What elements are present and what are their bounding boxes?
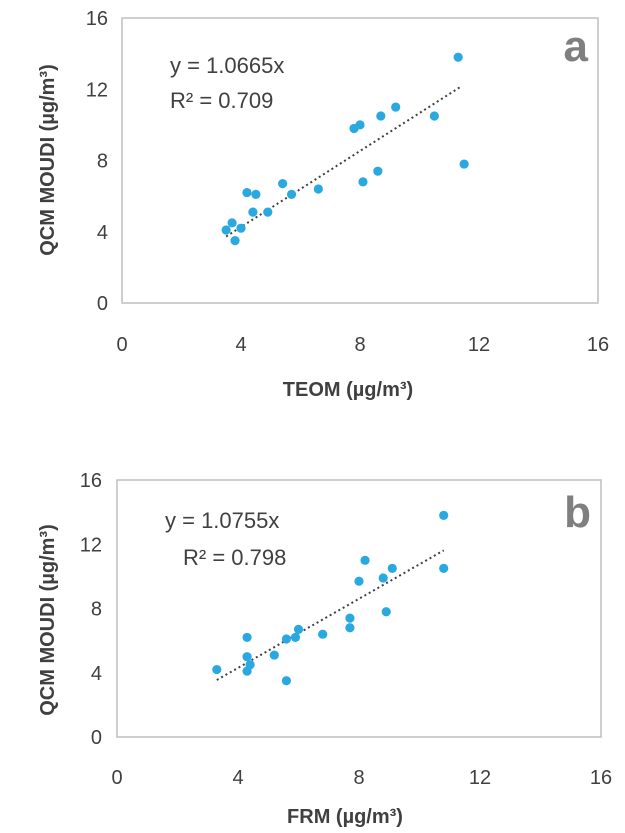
trendline <box>216 549 445 681</box>
data-point <box>429 111 439 121</box>
trendline-equation: y = 1.0755x <box>165 508 279 533</box>
y-tick-label: 16 <box>80 470 102 492</box>
data-point <box>373 166 383 176</box>
data-point <box>212 664 222 675</box>
data-point <box>245 660 255 670</box>
plot-area-frame <box>116 479 602 738</box>
data-point <box>376 111 386 121</box>
x-tick-label: 12 <box>468 334 490 356</box>
data-points <box>221 52 469 246</box>
data-point <box>227 218 237 228</box>
x-axis-title: FRM (µg/m³) <box>287 806 403 828</box>
x-tick-label: 8 <box>354 334 365 356</box>
data-point <box>387 563 397 573</box>
y-tick-label: 0 <box>91 727 102 749</box>
trendline-equation: y = 1.0665x <box>170 53 284 78</box>
data-point <box>293 624 304 634</box>
data-point <box>290 632 301 643</box>
y-tick-label: 8 <box>91 599 102 621</box>
panel-label: a <box>564 22 589 71</box>
x-tick-label: 16 <box>590 767 612 789</box>
data-point <box>281 634 291 644</box>
x-tick-labels: 0 4 8 12 16 <box>111 767 612 789</box>
data-point <box>360 555 370 565</box>
data-point <box>251 189 261 199</box>
y-tick-labels: 0 4 8 12 16 <box>86 8 108 315</box>
data-point <box>453 52 463 62</box>
data-point <box>354 576 364 586</box>
data-point <box>242 632 252 643</box>
data-points <box>212 510 449 686</box>
r-squared-label: R² = 0.709 <box>170 88 273 113</box>
data-point <box>439 510 449 520</box>
data-point <box>281 676 291 686</box>
panel-label: b <box>564 488 591 537</box>
data-point <box>221 225 231 235</box>
y-axis-title: QCM MOUDI (µg/m³) <box>37 524 59 716</box>
data-point <box>391 102 401 112</box>
plot-area-frame <box>121 17 599 304</box>
data-point <box>318 629 328 639</box>
y-tick-label: 4 <box>91 663 102 685</box>
x-tick-label: 4 <box>235 334 246 356</box>
data-point <box>345 613 355 623</box>
data-point <box>248 207 258 217</box>
r-squared-label: R² = 0.798 <box>183 545 286 570</box>
y-tick-label: 12 <box>80 534 102 556</box>
x-tick-label: 16 <box>587 334 609 356</box>
data-point <box>230 236 240 246</box>
y-tick-label: 8 <box>97 151 108 173</box>
chart-panel-b: 0 4 8 12 16 0 4 8 12 16 QCM MOUDI (µg/m³) FRM (µ… <box>37 470 612 828</box>
x-tick-label: 4 <box>232 767 243 789</box>
y-tick-label: 4 <box>97 222 108 244</box>
data-point <box>381 607 391 617</box>
y-tick-label: 16 <box>86 8 108 30</box>
data-point <box>459 159 469 169</box>
chart-panel-a: 0 4 8 12 16 0 4 8 12 16 QCM MOUDI (µg/m³) TEOM (… <box>37 8 609 401</box>
data-point <box>355 120 365 130</box>
trendline-group <box>216 549 445 681</box>
data-point <box>242 187 252 198</box>
x-tick-label: 8 <box>353 767 364 789</box>
data-point <box>278 179 288 189</box>
data-point <box>345 623 355 633</box>
y-tick-label: 0 <box>97 293 108 315</box>
data-point <box>286 189 297 199</box>
data-point <box>313 184 323 194</box>
data-point <box>236 223 246 233</box>
x-tick-labels: 0 4 8 12 16 <box>116 334 609 356</box>
data-point <box>358 177 368 187</box>
x-tick-label: 0 <box>111 767 122 789</box>
data-point <box>269 650 279 660</box>
x-tick-label: 12 <box>469 767 491 789</box>
data-point <box>242 652 252 662</box>
y-tick-labels: 0 4 8 12 16 <box>80 470 102 749</box>
data-point <box>439 563 449 573</box>
x-tick-label: 0 <box>116 334 127 356</box>
y-tick-label: 12 <box>86 79 108 101</box>
x-axis-title: TEOM (µg/m³) <box>283 379 413 401</box>
y-axis-title: QCM MOUDI (µg/m³) <box>37 64 59 256</box>
data-point <box>263 207 273 217</box>
data-point <box>378 573 388 583</box>
